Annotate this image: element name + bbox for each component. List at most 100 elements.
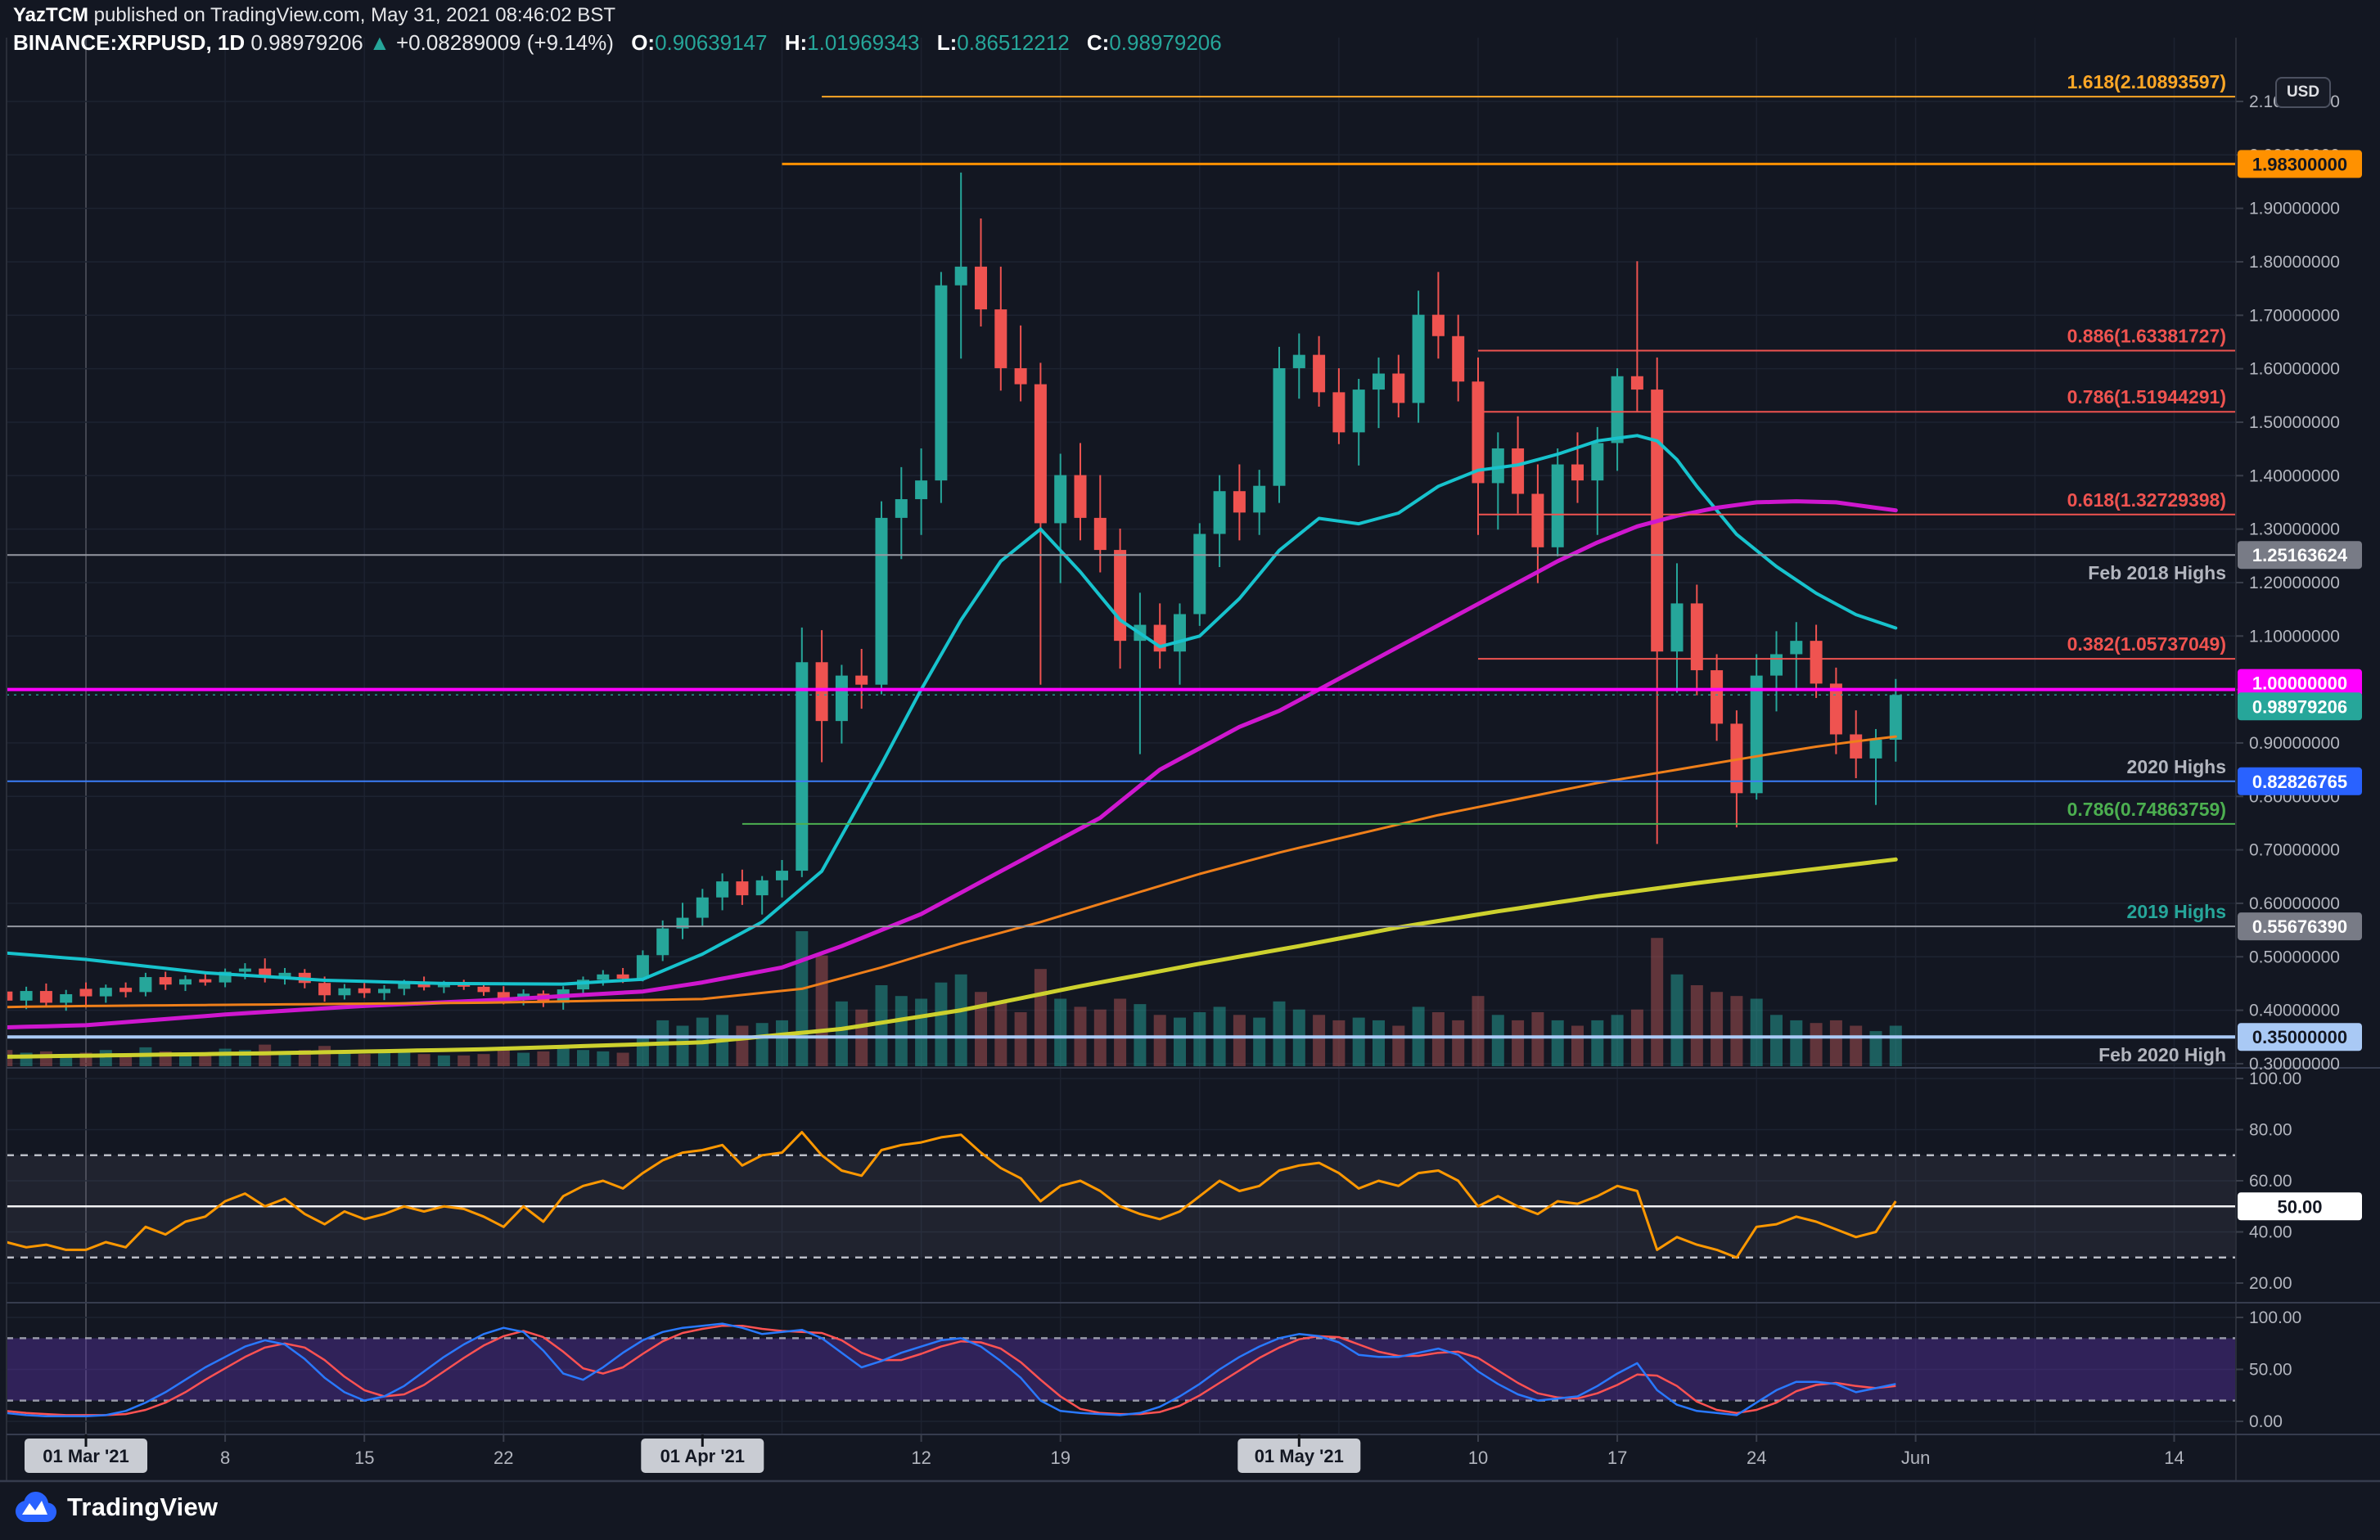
time-tick-badge: 01 Apr '21 xyxy=(660,1446,745,1466)
author-name: YazTCM xyxy=(13,4,89,26)
time-axis[interactable]: 01 Mar '21 8 15 22 01 Apr '21 12 19 01 May '21 1… xyxy=(25,1434,2184,1473)
price-badge: 1.98300000 xyxy=(2238,150,2362,178)
price-tick-label: 0.70000000 xyxy=(2249,841,2340,860)
level-label[interactable]: 0.886(1.63381727) xyxy=(2067,326,2226,347)
price-tick-label: 1.60000000 xyxy=(2249,360,2340,379)
price-tick-label: 0.50000000 xyxy=(2249,948,2340,966)
svg-text:50.00: 50.00 xyxy=(2277,1196,2322,1217)
level-label[interactable]: Feb 2018 Highs xyxy=(2088,562,2226,583)
time-tick-label: 14 xyxy=(2164,1448,2184,1468)
price-tick-label: 1.70000000 xyxy=(2249,306,2340,325)
svg-text:0.98979206: 0.98979206 xyxy=(2252,696,2347,717)
last-price: 0.98979206 xyxy=(250,30,363,55)
change-arrow-icon: ▲ xyxy=(369,30,390,55)
byline: YazTCM published on TradingView.com, May… xyxy=(13,3,1222,28)
volume-bars xyxy=(7,931,1902,1066)
svg-text:0.55676390: 0.55676390 xyxy=(2252,916,2347,937)
time-tick-badge: 01 May '21 xyxy=(1255,1446,1344,1466)
stoch-tick-label: 50.00 xyxy=(2249,1361,2292,1380)
rsi-tick-label: 100.00 xyxy=(2249,1069,2301,1088)
logo-text: TradingView xyxy=(67,1493,219,1521)
ma-long-yellow xyxy=(7,857,1898,1059)
pane-borders xyxy=(0,38,2380,1483)
change-text: +0.08289009 (+9.14%) xyxy=(395,30,614,55)
price-badge: 1.00000000 xyxy=(2238,669,2362,697)
price-gridlines xyxy=(7,101,2236,1422)
time-tick-label: 22 xyxy=(494,1448,513,1468)
level-label[interactable]: 0.618(1.32729398) xyxy=(2067,489,2226,511)
ma-fast-teal xyxy=(7,434,1898,986)
price-tick-label: 0.30000000 xyxy=(2249,1055,2340,1074)
moving-averages xyxy=(7,434,1898,1059)
byline-text: published on TradingView.com, May 31, 20… xyxy=(88,4,615,26)
stoch-lines xyxy=(7,1322,1896,1417)
rsi-line xyxy=(7,1131,1897,1259)
symbol-line: BINANCE:XRPUSD, 1D 0.98979206 ▲ +0.08289… xyxy=(13,29,1222,56)
svg-text:0.35000000: 0.35000000 xyxy=(2252,1027,2347,1047)
level-labels[interactable]: 1.618(2.10893597) 0.886(1.63381727) 0.786(… xyxy=(2067,71,2226,1065)
level-label[interactable]: 0.786(1.51944291) xyxy=(2067,386,2226,408)
price-tick-label: 0.90000000 xyxy=(2249,734,2340,753)
price-badge: 1.25163624 xyxy=(2238,541,2362,570)
rsi-tick-label: 40.00 xyxy=(2249,1223,2292,1242)
rsi-badge: 50.00 xyxy=(2238,1192,2362,1221)
ma-slow-orange xyxy=(7,735,1897,1009)
level-label[interactable]: 2020 Highs xyxy=(2127,756,2226,777)
time-tick-label: 24 xyxy=(1747,1448,1766,1468)
price-tick-label: 1.30000000 xyxy=(2249,520,2340,539)
svg-text:1.25163624: 1.25163624 xyxy=(2252,545,2348,565)
price-tick-label: 1.90000000 xyxy=(2249,200,2340,218)
level-label[interactable]: Feb 2020 High xyxy=(2098,1044,2226,1065)
close-value: 0.98979206 xyxy=(1109,30,1222,55)
stoch-tick-label: 100.00 xyxy=(2249,1308,2301,1327)
time-tick-label: 17 xyxy=(1607,1448,1627,1468)
tradingview-logo[interactable]: TradingView xyxy=(15,1489,218,1525)
time-tick-label: 15 xyxy=(354,1448,374,1468)
price-badge: 0.55676390 xyxy=(2238,912,2362,941)
level-label[interactable]: 0.382(1.05737049) xyxy=(2067,633,2226,655)
rsi-tick-label: 80.00 xyxy=(2249,1121,2292,1140)
ma-mid-magenta xyxy=(7,499,1898,1029)
price-badge: 0.35000000 xyxy=(2238,1023,2362,1051)
time-tick-badge: 01 Mar '21 xyxy=(43,1446,129,1466)
svg-text:1.00000000: 1.00000000 xyxy=(2252,673,2347,694)
price-tick-label: 1.40000000 xyxy=(2249,466,2340,485)
price-tick-label: 1.50000000 xyxy=(2249,413,2340,432)
price-badge: 0.98979206 xyxy=(2238,692,2362,721)
price-tick-label: 1.20000000 xyxy=(2249,574,2340,592)
open-label: O: xyxy=(631,30,656,55)
stoch-k-line xyxy=(7,1322,1896,1417)
high-value: 1.01969343 xyxy=(807,30,920,55)
time-tick-label: 12 xyxy=(911,1448,931,1468)
level-label[interactable]: 1.618(2.10893597) xyxy=(2067,71,2226,92)
time-tick-label: 10 xyxy=(1468,1448,1488,1468)
svg-text:0.82826765: 0.82826765 xyxy=(2252,772,2347,792)
stoch-band xyxy=(7,1337,2236,1402)
rsi-tick-label: 60.00 xyxy=(2249,1172,2292,1191)
time-tick-label: Jun xyxy=(1901,1448,1930,1468)
level-label[interactable]: 0.786(0.74863759) xyxy=(2067,799,2226,820)
svg-text:1.98300000: 1.98300000 xyxy=(2252,154,2347,174)
rsi-tick-label: 20.00 xyxy=(2249,1274,2292,1293)
price-tick-label: 0.60000000 xyxy=(2249,894,2340,913)
time-tick-label: 8 xyxy=(220,1448,230,1468)
stoch-tick-label: 0.00 xyxy=(2249,1412,2283,1431)
currency-usd-button[interactable]: USD xyxy=(2275,77,2331,108)
level-lines[interactable] xyxy=(7,96,2236,1039)
price-tick-label: 0.40000000 xyxy=(2249,1002,2340,1020)
candles xyxy=(7,172,1902,1013)
symbol-interval: BINANCE:XRPUSD, 1D xyxy=(13,30,246,55)
open-value: 0.90639147 xyxy=(655,30,768,55)
price-badge: 0.82826765 xyxy=(2238,767,2362,795)
low-label: L: xyxy=(936,30,958,55)
stoch-d-line xyxy=(7,1324,1896,1416)
price-axis[interactable]: 2.100000002.000000001.900000001.80000000… xyxy=(2236,92,2340,1431)
high-label: H: xyxy=(784,30,808,55)
time-tick-label: 19 xyxy=(1050,1448,1070,1468)
close-label: C: xyxy=(1086,30,1110,55)
price-tick-label: 1.80000000 xyxy=(2249,253,2340,272)
level-label[interactable]: 2019 Highs xyxy=(2127,901,2226,922)
low-value: 0.86512212 xyxy=(957,30,1070,55)
